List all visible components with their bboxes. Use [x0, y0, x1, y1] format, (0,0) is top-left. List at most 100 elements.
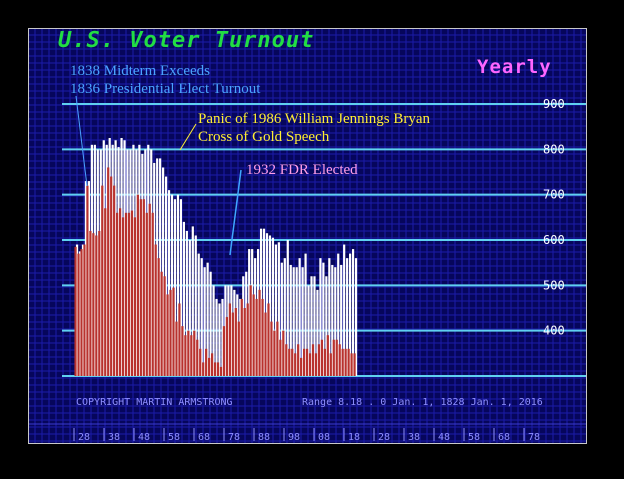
bar-red-1954 [261, 298, 264, 376]
y-tick-label-500: 500 [543, 278, 565, 292]
bar-white-1944 [248, 249, 251, 376]
bar-red-1942 [243, 308, 246, 376]
annotation-pointer-1838 [75, 95, 88, 187]
bar-white-1976 [295, 267, 298, 376]
chart-title: U.S. Voter Turnout [58, 28, 315, 53]
y-tick-label-900: 900 [543, 97, 565, 111]
bar-white-1844 [99, 149, 102, 376]
bar-red-1890 [166, 294, 169, 376]
bar-white-1904 [188, 240, 191, 376]
bar-white-1906 [191, 226, 194, 376]
bar-white-1984 [307, 285, 310, 376]
bar-white-1900 [182, 221, 185, 376]
bar-red-1938 [237, 321, 240, 376]
range-text: Range 8.18 . 0 Jan. 1, 1828 Jan. 1, 2016 [302, 397, 543, 408]
bar-white-1980 [301, 267, 304, 376]
bar-red-1878 [148, 203, 151, 376]
bar-red-1996 [323, 348, 326, 376]
bar-red-1998 [326, 335, 329, 376]
bar-red-1926 [219, 366, 223, 376]
bar-white-1832 [81, 244, 85, 376]
bar-white-1842 [96, 149, 99, 376]
bar-white-1928 [224, 285, 227, 376]
bar-red-1970 [285, 344, 288, 376]
bar-white-1988 [313, 276, 316, 376]
bar-red-1896 [175, 321, 178, 376]
x-tick-label: 58 [168, 432, 180, 443]
annotation-pointer-1896 [179, 123, 197, 151]
bar-white-1962 [274, 244, 278, 376]
bar-red-1946 [249, 285, 252, 376]
bar-white-1870 [138, 144, 141, 376]
bar-red-1850 [107, 167, 110, 376]
bar-red-1986 [308, 353, 312, 376]
bar-white-1918 [209, 271, 212, 376]
bar-white-2002 [334, 267, 337, 376]
annotation-1838-midterm: 1838 Midterm Exceeds 1836 Presidential E… [70, 62, 260, 98]
bar-red-1960 [270, 321, 273, 376]
bar-red-1830 [77, 253, 80, 376]
bar-white-1884 [159, 158, 162, 376]
bar-red-1916 [205, 348, 208, 376]
bar-white-1966 [280, 262, 283, 376]
bar-white-2008 [343, 244, 346, 376]
bar-red-1924 [216, 362, 220, 376]
bar-red-1972 [288, 348, 291, 376]
bar-white-2000 [331, 264, 334, 376]
x-tick-label: 58 [468, 432, 480, 443]
bar-white-1914 [203, 267, 206, 376]
bar-red-1914 [202, 362, 205, 376]
bar-red-2014 [350, 353, 353, 376]
bar-white-1990 [316, 289, 319, 376]
bar-white-1972 [289, 264, 292, 376]
bar-red-1982 [302, 348, 306, 376]
bar-white-2004 [337, 253, 340, 376]
bar-red-1864 [127, 212, 131, 376]
bar-white-1894 [173, 199, 177, 376]
bar-white-1876 [147, 144, 150, 376]
bar-white-1896 [176, 194, 180, 376]
bar-red-1906 [190, 335, 193, 376]
bar-white-1908 [194, 235, 197, 376]
bar-red-2004 [335, 339, 338, 376]
bar-red-1934 [231, 312, 234, 376]
bar-white-1930 [227, 285, 230, 376]
bar-white-1940 [242, 276, 245, 376]
bar-red-1950 [255, 298, 258, 376]
bar-red-1844 [98, 230, 101, 376]
bar-white-1916 [206, 262, 209, 376]
bar-white-1864 [129, 149, 132, 376]
y-tick-label-600: 600 [543, 233, 565, 247]
bar-red-2000 [329, 353, 332, 376]
bar-red-1874 [142, 199, 145, 376]
bar-white-2016 [354, 258, 358, 376]
bar-red-1966 [279, 339, 282, 376]
bar-white-1852 [111, 144, 114, 376]
bar-white-1932 [230, 285, 233, 376]
bar-red-1932 [228, 303, 231, 376]
bar-red-1886 [160, 271, 163, 376]
bar-white-1934 [233, 289, 236, 376]
y-tick-label-700: 700 [543, 188, 565, 202]
annotation-line: 1932 FDR Elected [246, 162, 358, 178]
annotation-panic-1896: Panic of 1986 William Jennings Bryan Cro… [198, 110, 430, 146]
bar-red-2012 [347, 348, 350, 376]
bar-red-1860 [121, 217, 125, 376]
x-tick-label: 38 [408, 432, 420, 443]
bar-red-1908 [193, 330, 196, 376]
bar-white-1998 [328, 258, 331, 376]
bar-red-2010 [344, 348, 347, 376]
bar-white-1958 [268, 235, 272, 376]
bar-white-1946 [251, 249, 254, 376]
bar-white-1872 [141, 153, 144, 376]
bar-white-1982 [304, 253, 307, 376]
bar-red-1856 [116, 212, 119, 376]
x-tick-label: 48 [438, 432, 450, 443]
bar-red-1882 [154, 244, 157, 376]
bar-white-1968 [283, 258, 286, 376]
y-tick-label-800: 800 [543, 142, 565, 156]
bar-white-1948 [254, 258, 257, 376]
bar-red-1980 [300, 357, 303, 376]
bar-red-1828 [74, 246, 77, 376]
bar-red-1936 [234, 308, 237, 376]
